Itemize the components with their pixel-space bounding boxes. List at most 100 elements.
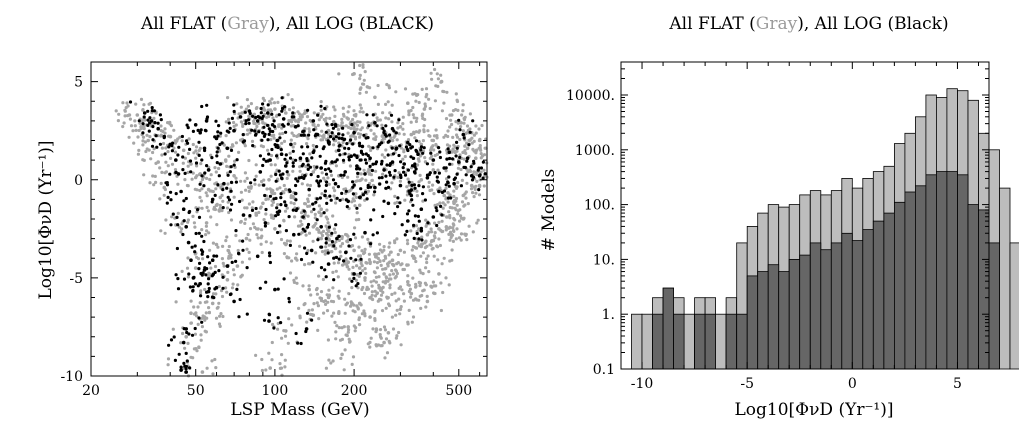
log-bar-7 xyxy=(704,313,717,370)
log-point-78 xyxy=(416,152,420,156)
log-point-31-4 xyxy=(232,163,236,167)
log-point-98-0 xyxy=(326,251,330,255)
log-point-116-3 xyxy=(270,112,274,116)
flat-point-126-0 xyxy=(211,241,215,245)
flat-point-127-9 xyxy=(207,311,211,315)
log-point-5-1 xyxy=(174,170,178,174)
flat-point-99-4 xyxy=(461,109,465,113)
flat-point-14-10 xyxy=(267,114,271,119)
flat-point-117-9 xyxy=(325,208,329,212)
log-bar-24 xyxy=(883,212,895,370)
flat-point-44-6 xyxy=(350,244,355,248)
flat-point-0-7 xyxy=(138,121,142,125)
flat-point-41-6 xyxy=(332,227,336,231)
flat-point-122-4 xyxy=(248,227,253,231)
log-point-2-3 xyxy=(142,115,146,119)
log-point-8 xyxy=(181,207,186,211)
flat-point-45-9 xyxy=(336,261,341,265)
flat-point-125-4 xyxy=(217,284,221,289)
flat-point-71-1 xyxy=(371,327,375,331)
log-point-9-1 xyxy=(182,219,186,223)
scatter-y-tick-label: -5 xyxy=(69,271,83,287)
log-point-89-0 xyxy=(477,188,481,192)
flat-point-96-5 xyxy=(361,82,365,86)
flat-point-47 xyxy=(357,266,362,270)
log-point-108 xyxy=(406,219,410,223)
flat-point-25-3 xyxy=(340,117,344,121)
flat-point-38-1 xyxy=(299,211,304,215)
log-point-65-1 xyxy=(363,158,367,162)
log-point-5-4 xyxy=(176,153,180,157)
flat-point-104-0 xyxy=(474,148,479,152)
log-point-22-4 xyxy=(237,251,241,255)
log-point-118-3 xyxy=(262,183,266,187)
flat-point-79-5 xyxy=(295,258,299,262)
flat-point-68-3 xyxy=(360,312,364,316)
flat-point-93-7 xyxy=(307,308,311,312)
flat-point-71 xyxy=(386,331,391,335)
log-point-42-0 xyxy=(275,154,279,158)
flat-point-33-13 xyxy=(422,124,426,128)
flat-point-40-13 xyxy=(325,217,330,221)
log-point-16 xyxy=(184,370,188,374)
flat-point-122-6 xyxy=(254,211,258,215)
flat-point-45-5 xyxy=(331,270,335,274)
log-point-86-1 xyxy=(455,172,459,176)
log-point-59-4 xyxy=(351,185,355,189)
flat-point-62-7 xyxy=(448,216,452,220)
log-point-49-1 xyxy=(315,165,319,169)
log-point-52 xyxy=(323,193,327,198)
log-point-73-4 xyxy=(413,171,417,175)
log-point-83-2 xyxy=(433,170,437,175)
flat-point-2-8 xyxy=(172,128,176,132)
flat-point-65-2 xyxy=(327,288,331,292)
flat-point-88-8 xyxy=(186,341,190,345)
log-point-55-5 xyxy=(323,189,327,193)
log-point-28 xyxy=(193,123,198,127)
flat-point-52-0 xyxy=(386,279,390,283)
log-point-27-3 xyxy=(185,139,189,143)
flat-point-43-7 xyxy=(332,261,336,265)
flat-point-77-1 xyxy=(439,281,443,285)
flat-point-73-7 xyxy=(411,276,415,280)
flat-point-132-5 xyxy=(142,125,146,129)
flat-point-22-4 xyxy=(322,133,326,137)
flat-point-89-4 xyxy=(166,363,170,367)
log-point-54-3 xyxy=(338,153,342,157)
flat-point-87-2 xyxy=(198,301,202,305)
flat-point-15-2 xyxy=(262,106,266,110)
flat-point-21-13 xyxy=(324,116,328,120)
flat-point-75-12 xyxy=(411,315,416,319)
flat-point-49-2 xyxy=(379,263,383,267)
flat-point-116-8 xyxy=(344,187,348,191)
flat-point-31 xyxy=(409,132,414,137)
flat-point-95-4 xyxy=(436,77,440,81)
flat-point-98-13 xyxy=(423,102,427,106)
flat-point-21-4 xyxy=(341,140,345,145)
flat-point-3 xyxy=(181,148,186,153)
flat-point-92-12 xyxy=(280,336,284,340)
flat-point-88-0 xyxy=(199,338,203,342)
flat-point-16-7 xyxy=(274,114,279,118)
histogram-y-axis-label: # Models xyxy=(539,168,559,252)
flat-point-103-3 xyxy=(482,184,486,188)
log-point-67-0 xyxy=(382,199,386,203)
flat-point-106-0 xyxy=(449,235,453,239)
flat-point-92-3 xyxy=(286,341,290,345)
flat-point-33-3 xyxy=(428,134,432,138)
flat-point-104-8 xyxy=(463,144,467,148)
flat-point-4-3 xyxy=(198,146,202,150)
flat-point-110-9 xyxy=(410,180,414,185)
log-point-20-2 xyxy=(200,252,204,256)
log-point-23-0 xyxy=(228,292,232,297)
log-point-113-1 xyxy=(268,194,272,198)
flat-point-126-6 xyxy=(227,256,231,260)
flat-point-36 xyxy=(465,146,470,151)
log-bar-32 xyxy=(967,204,979,370)
flat-point-108-1 xyxy=(436,168,440,172)
log-point-116 xyxy=(281,117,286,121)
flat-point-120-9 xyxy=(269,153,274,158)
log-point-39-4 xyxy=(256,115,260,119)
flat-point-94-10 xyxy=(361,63,365,67)
log-point-89-1 xyxy=(470,178,475,182)
